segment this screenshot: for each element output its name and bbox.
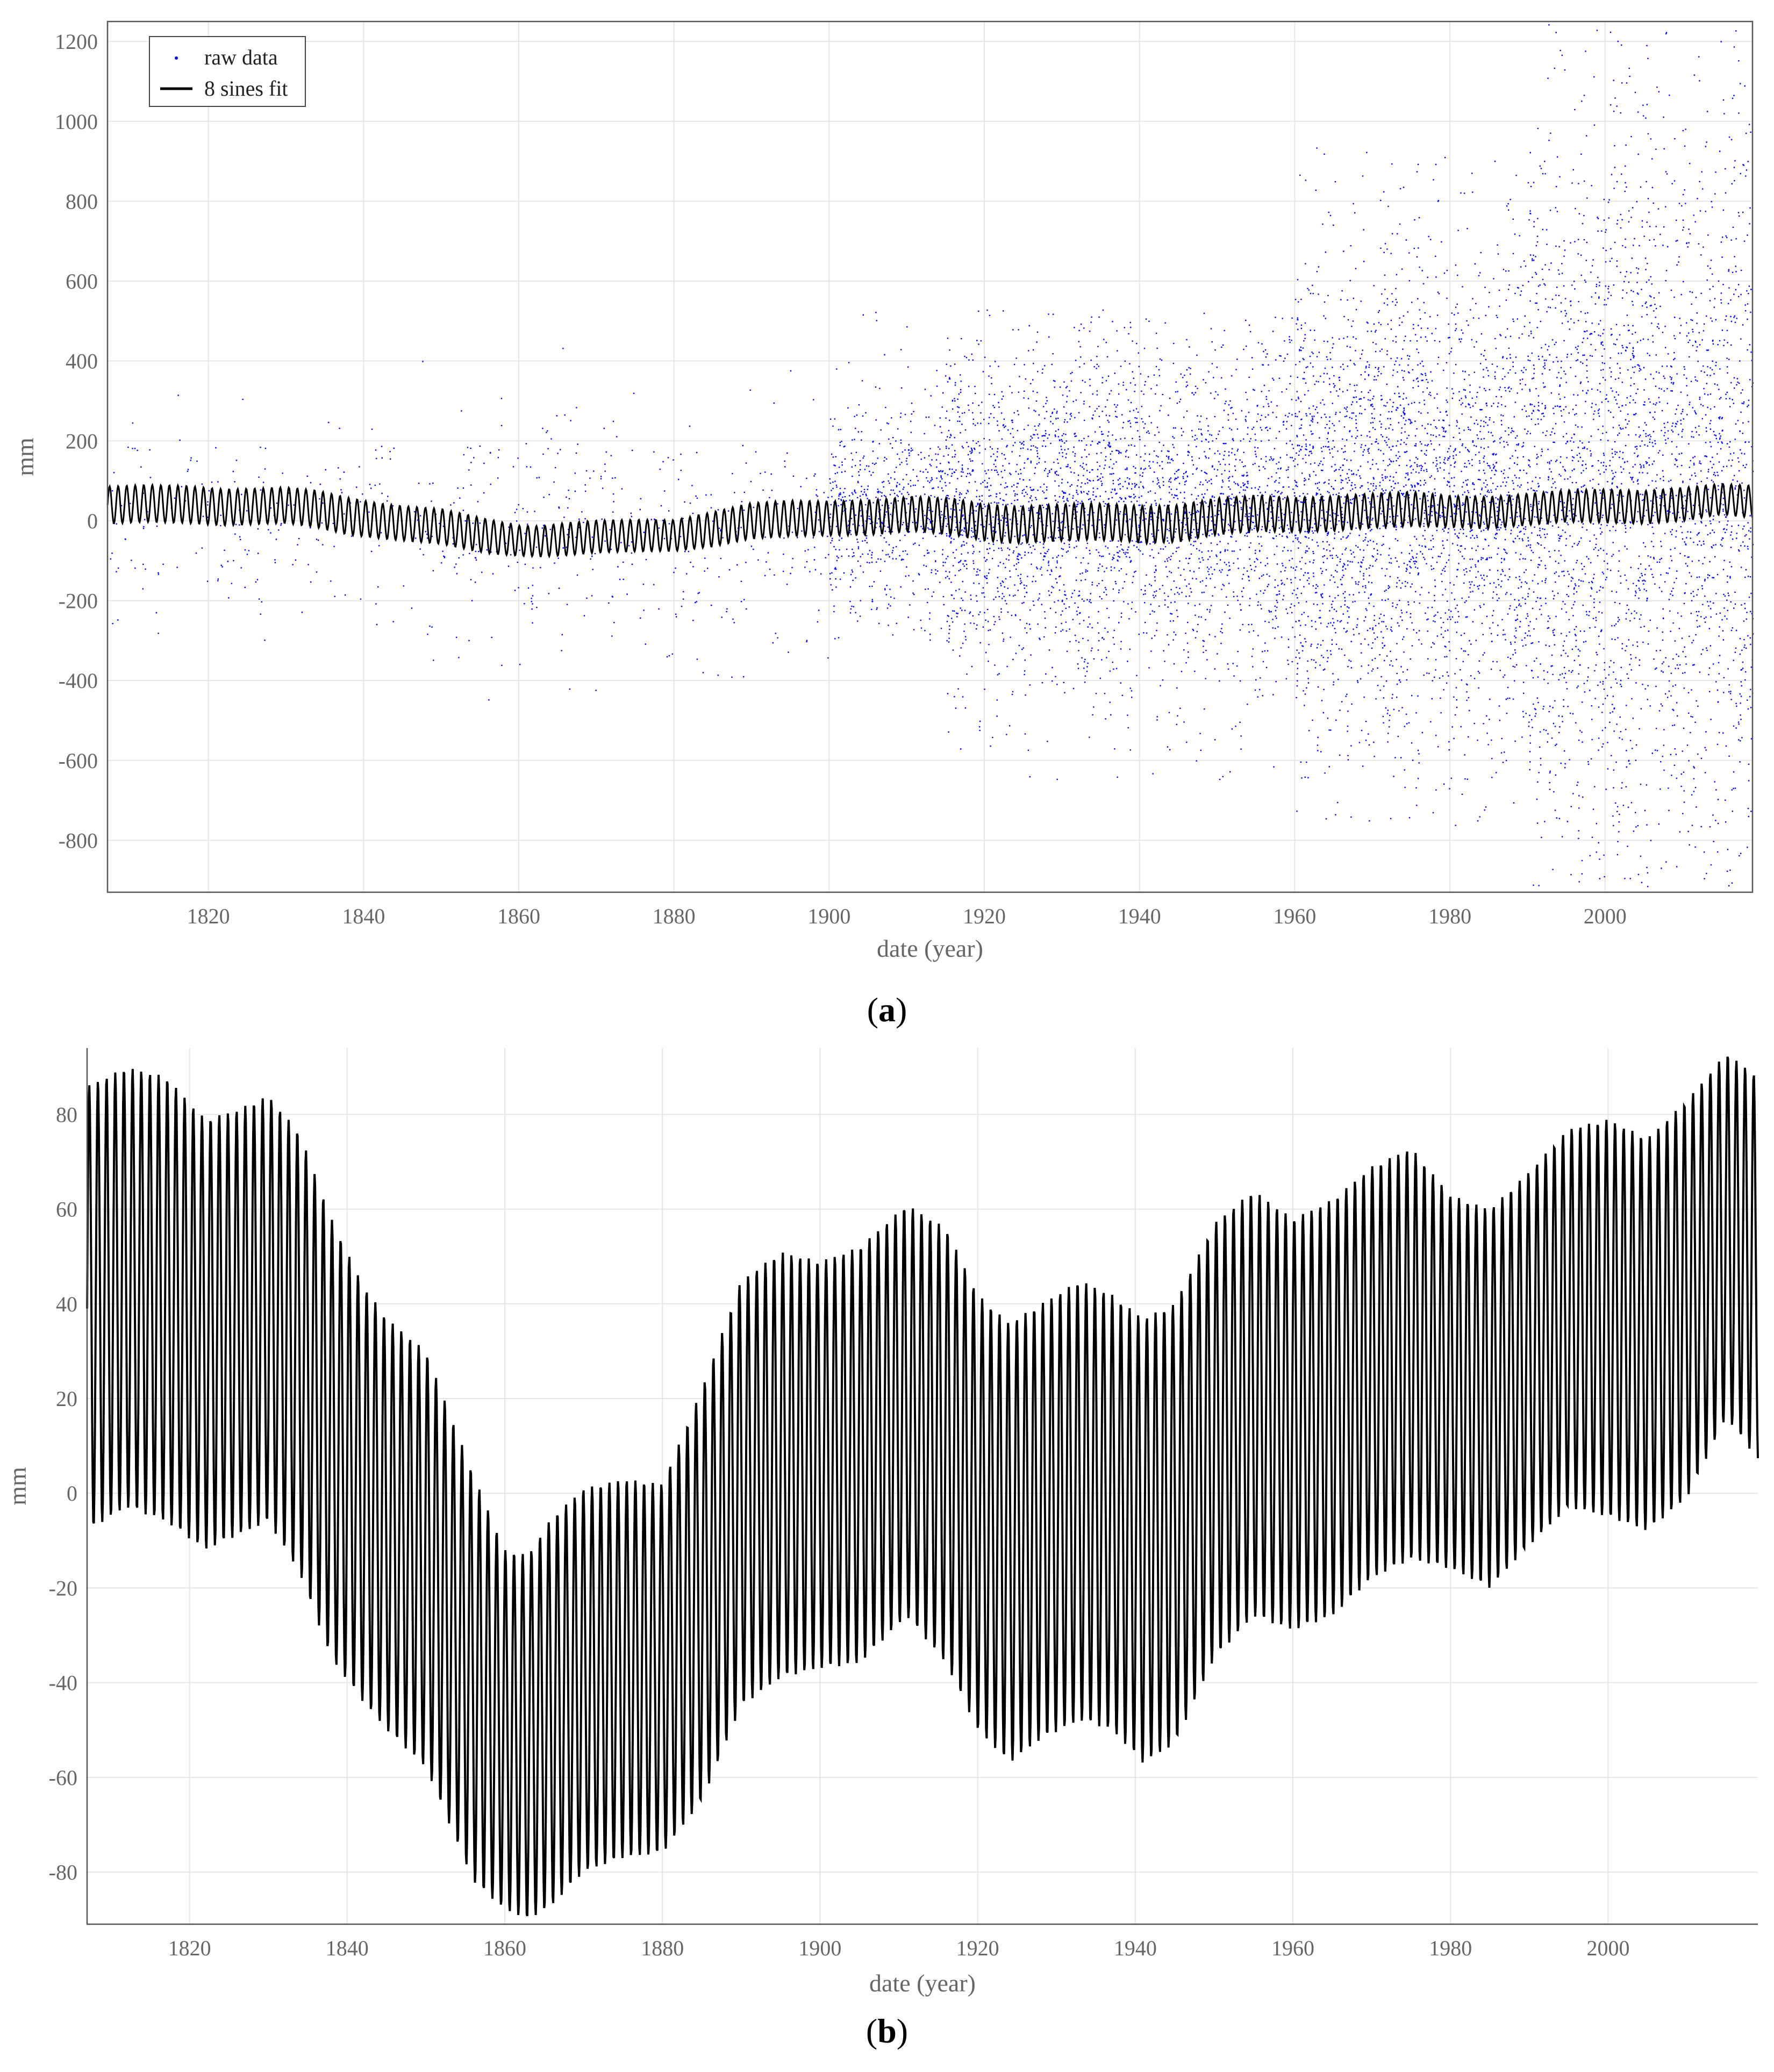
y-tick-label: 1000 — [55, 110, 98, 134]
panel-a-plot-area — [108, 21, 1752, 892]
y-tick-label: 1200 — [55, 30, 98, 54]
x-tick-label: 2000 — [1584, 904, 1627, 928]
y-tick-label: 600 — [66, 269, 98, 293]
panel-a-y-tick-labels: -800 -600 -400 -200 0 200 400 600 800 1000 1200 — [55, 30, 98, 852]
y-tick-label: 20 — [56, 1387, 77, 1411]
y-tick-label: 0 — [67, 1481, 77, 1505]
x-tick-label: 1980 — [1429, 1936, 1472, 1960]
y-tick-label: 200 — [66, 429, 98, 453]
y-tick-label: -80 — [49, 1860, 77, 1884]
x-tick-label: 1880 — [641, 1936, 684, 1960]
x-tick-label: 1840 — [326, 1936, 369, 1960]
panel-b-chart: 1820 1840 1860 1880 1900 1920 1940 1960 1980 2000… — [4, 1048, 1759, 1997]
x-tick-label: 1860 — [497, 904, 540, 928]
x-tick-label: 1900 — [807, 904, 850, 928]
panel-a-caption: (a) — [867, 991, 907, 1029]
x-tick-label: 1980 — [1428, 904, 1471, 928]
y-tick-label: -400 — [59, 669, 98, 693]
x-tick-label: 2000 — [1586, 1936, 1629, 1960]
x-tick-label: 1820 — [168, 1936, 211, 1960]
y-tick-label: 0 — [87, 509, 98, 533]
panel-b-fit-line — [86, 1056, 1759, 1917]
y-tick-label: -40 — [49, 1671, 77, 1695]
legend-raw-data-marker — [175, 56, 178, 60]
y-tick-label: 800 — [66, 189, 98, 213]
panel-a-legend: raw data 8 sines fit — [149, 36, 306, 107]
x-tick-label: 1920 — [963, 904, 1006, 928]
panel-b-y-axis-label: mm — [4, 1467, 31, 1505]
y-tick-label: 400 — [66, 349, 98, 374]
y-tick-label: -800 — [59, 828, 98, 852]
x-tick-label: 1840 — [342, 904, 385, 928]
legend-raw-data-label: raw data — [204, 45, 278, 69]
y-tick-label: -200 — [59, 589, 98, 613]
y-tick-label: -60 — [49, 1766, 77, 1790]
panel-a-grid — [108, 21, 1752, 892]
x-tick-label: 1880 — [653, 904, 696, 928]
panel-b-x-axis-label: date (year) — [869, 1969, 976, 1997]
y-tick-label: 80 — [56, 1102, 77, 1127]
panel-a-chart: 1820 1840 1860 1880 1900 1920 1940 1960 1980 2000… — [11, 20, 1754, 962]
panel-a-x-tick-labels: 1820 1840 1860 1880 1900 1920 1940 1960 1980 2000 — [187, 904, 1627, 928]
panel-a-x-axis-label: date (year) — [877, 935, 983, 962]
panel-b-x-tick-labels: 1820 1840 1860 1880 1900 1920 1940 1960 1980 2000 — [168, 1936, 1630, 1960]
x-tick-label: 1960 — [1273, 904, 1316, 928]
fit-line — [106, 482, 1754, 558]
y-tick-label: -20 — [49, 1576, 77, 1600]
x-tick-label: 1820 — [187, 904, 230, 928]
panel-b-axes — [86, 1048, 1758, 1925]
x-tick-label: 1940 — [1114, 1936, 1157, 1960]
x-tick-label: 1960 — [1271, 1936, 1314, 1960]
x-tick-label: 1940 — [1118, 904, 1161, 928]
panel-b-caption: (b) — [866, 2012, 908, 2050]
panel-a-y-axis-label: mm — [11, 438, 39, 476]
y-tick-label: 40 — [56, 1292, 77, 1316]
panel-a-axes-frame — [106, 20, 1754, 893]
x-tick-label: 1860 — [483, 1936, 526, 1960]
panel-b-y-tick-labels: -80 -60 -40 -20 0 20 40 60 80 — [49, 1102, 77, 1884]
y-tick-label: -600 — [59, 749, 98, 773]
legend-box — [149, 36, 306, 107]
x-tick-label: 1900 — [798, 1936, 841, 1960]
panel-a-fit-line — [106, 482, 1754, 558]
y-tick-label: 60 — [56, 1198, 77, 1222]
x-tick-label: 1920 — [956, 1936, 999, 1960]
legend-fit-label: 8 sines fit — [204, 76, 288, 101]
fit-line — [86, 1056, 1759, 1917]
